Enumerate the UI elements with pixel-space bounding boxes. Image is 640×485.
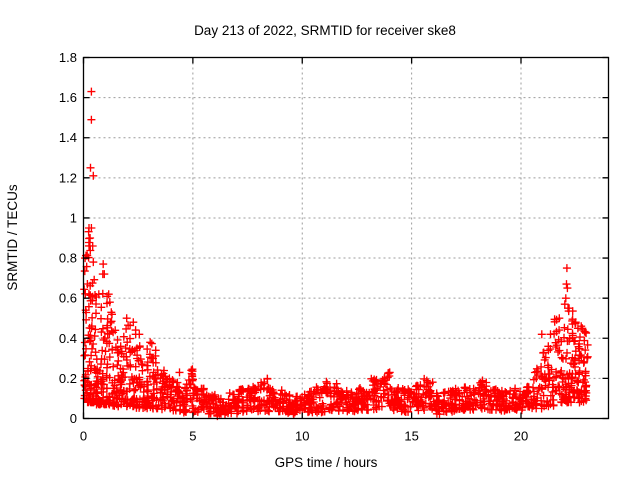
ticks-path (82, 56, 609, 420)
y-tick-label: 1.8 (59, 50, 77, 65)
y-tick-label: 1.2 (59, 170, 77, 185)
x-tick-label: 15 (404, 429, 418, 444)
y-tick-labels: 0 0.2 0.4 0.6 0.8 1 1.2 1.4 1.6 1.8 (59, 50, 77, 426)
x-tick-labels: 0 5 10 15 20 (80, 429, 528, 444)
grid-lines (83, 57, 609, 419)
y-tick-label: 0.4 (59, 331, 77, 346)
x-tick-label: 0 (80, 429, 87, 444)
y-tick-label: 0.8 (59, 251, 77, 266)
grid-path (83, 57, 609, 419)
x-axis-label: GPS time / hours (275, 455, 378, 470)
chart-title: Day 213 of 2022, SRMTID for receiver ske… (194, 23, 456, 38)
axis-ticks (82, 56, 609, 420)
y-tick-label: 1 (70, 210, 77, 225)
x-tick-label: 20 (514, 429, 528, 444)
y-tick-label: 0.2 (59, 371, 77, 386)
x-tick-label: 10 (295, 429, 309, 444)
scatter-points (80, 87, 592, 421)
plot-border (82, 56, 610, 420)
x-tick-label: 5 (189, 429, 196, 444)
y-tick-label: 0.6 (59, 291, 77, 306)
y-tick-label: 0 (70, 411, 77, 426)
y-tick-label: 1.6 (59, 90, 77, 105)
y-tick-label: 1.4 (59, 130, 77, 145)
y-axis-label: SRMTID / TECUs (5, 184, 20, 291)
